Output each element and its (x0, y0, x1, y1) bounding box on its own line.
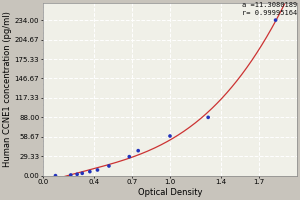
Y-axis label: Human CCNE1 concentration (pg/ml): Human CCNE1 concentration (pg/ml) (3, 11, 12, 167)
Text: a =11.3080189
r= 0.99995164: a =11.3080189 r= 0.99995164 (242, 2, 297, 16)
Point (95, 168, 100, 172)
Point (273, 18, 278, 22)
X-axis label: Optical Density: Optical Density (138, 188, 202, 197)
Point (80, 172, 85, 175)
Point (68, 173, 73, 177)
Point (53, 174, 58, 177)
Point (206, 116, 211, 119)
Point (168, 134, 172, 138)
Point (127, 155, 132, 158)
Point (106, 164, 111, 168)
Point (136, 149, 141, 152)
Point (88, 170, 92, 173)
Point (75, 173, 80, 176)
